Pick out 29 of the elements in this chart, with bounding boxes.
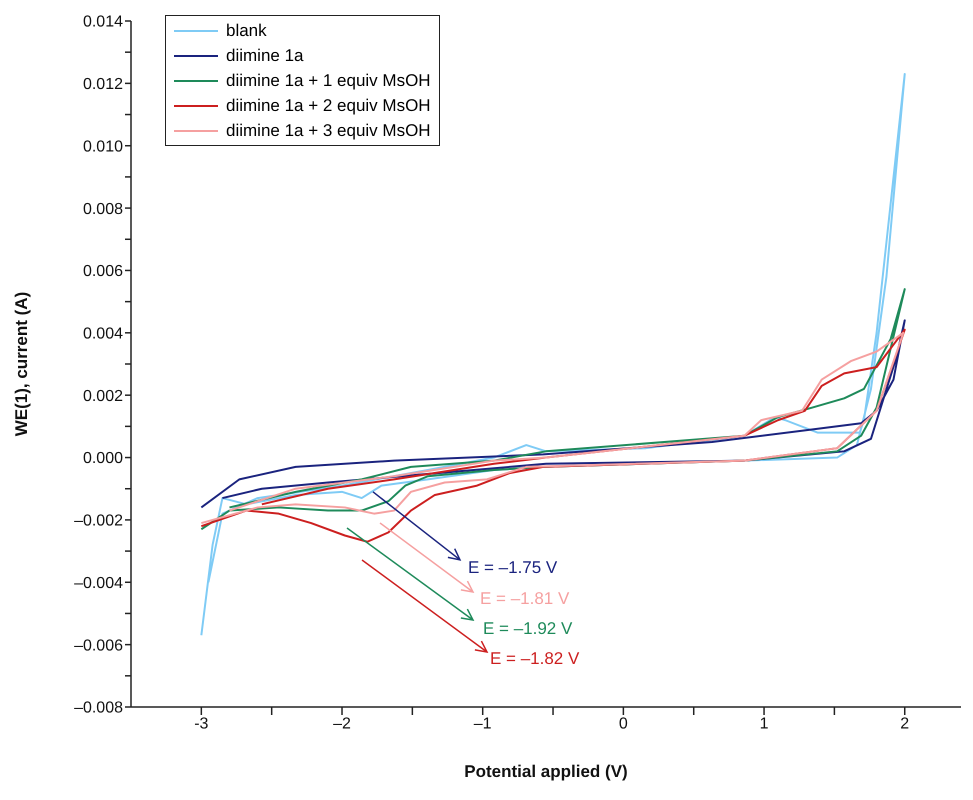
x-tick-label: 1 bbox=[760, 715, 769, 732]
x-tick-label: 0 bbox=[618, 715, 628, 732]
y-tick-label: –0.006 bbox=[74, 637, 124, 654]
y-tick-label: 0.000 bbox=[82, 450, 124, 468]
y-tick-label: 0.012 bbox=[82, 76, 124, 94]
legend-label: diimine 1a + 3 equiv MsOH bbox=[226, 120, 431, 142]
annotation: E = –1.92 V bbox=[483, 619, 573, 638]
y-tick-label: 0.010 bbox=[82, 138, 124, 156]
annotation: E = –1.82 V bbox=[490, 649, 580, 668]
legend-label: diimine 1a + 2 equiv MsOH bbox=[226, 95, 431, 117]
x-axis-title: Potential applied (V) bbox=[464, 762, 628, 781]
x-tick-label: –2 bbox=[333, 715, 352, 732]
y-tick-label: –0.008 bbox=[74, 700, 124, 717]
legend-label: diimine 1a + 1 equiv MsOH bbox=[226, 70, 431, 92]
y-tick-label: 0.002 bbox=[82, 388, 124, 405]
y-tick-label: 0.006 bbox=[82, 263, 124, 280]
annotation: E = –1.75 V bbox=[468, 558, 558, 577]
y-tick-label: 0.008 bbox=[82, 200, 124, 218]
x-tick-label: –1 bbox=[474, 715, 492, 732]
x-tick-label: -3 bbox=[194, 715, 209, 732]
y-tick-label: 0.014 bbox=[82, 14, 124, 31]
x-tick-label: 2 bbox=[900, 715, 910, 732]
y-tick-label: –0.002 bbox=[74, 512, 124, 530]
legend-label: diimine 1a bbox=[226, 45, 304, 67]
annotation: E = –1.81 V bbox=[480, 589, 570, 608]
y-tick-label: 0.004 bbox=[82, 326, 124, 342]
y-tick-label: –0.004 bbox=[74, 574, 124, 592]
y-axis-title: WE(1), current (A) bbox=[12, 292, 32, 436]
legend-label: blank bbox=[226, 20, 267, 42]
